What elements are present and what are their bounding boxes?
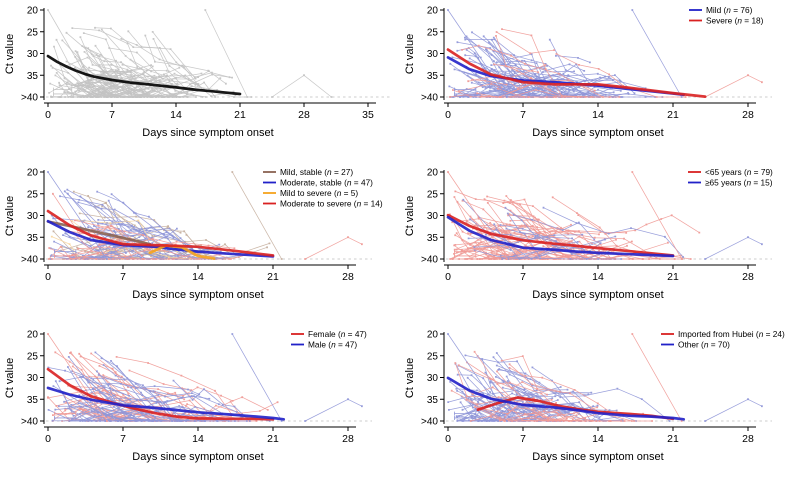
svg-text:14: 14 xyxy=(592,433,604,445)
svg-text:21: 21 xyxy=(267,433,279,445)
svg-text:0: 0 xyxy=(445,109,451,121)
svg-text:20: 20 xyxy=(27,6,39,17)
svg-text:Days since symptom onset: Days since symptom onset xyxy=(532,127,663,139)
svg-text:7: 7 xyxy=(109,109,115,121)
svg-text:25: 25 xyxy=(27,189,39,200)
svg-text:14: 14 xyxy=(592,109,604,121)
svg-text:>40: >40 xyxy=(21,255,38,266)
svg-text:14: 14 xyxy=(170,109,182,121)
panel-severity: 20 25 30 35 >40 0 7 14 21 28 Days since symptom on… xyxy=(400,0,800,162)
svg-text:Male (n = 47): Male (n = 47) xyxy=(308,340,357,350)
svg-text:30: 30 xyxy=(427,211,439,222)
svg-text:20: 20 xyxy=(27,168,39,179)
svg-text:Mild to severe (n = 5): Mild to severe (n = 5) xyxy=(280,188,358,198)
svg-text:30: 30 xyxy=(427,49,439,60)
svg-text:28: 28 xyxy=(298,109,310,121)
svg-text:25: 25 xyxy=(427,189,439,200)
svg-text:Ct value: Ct value xyxy=(404,196,416,236)
svg-text:20: 20 xyxy=(27,330,39,341)
svg-text:Ct value: Ct value xyxy=(4,358,16,398)
svg-text:35: 35 xyxy=(427,395,439,406)
svg-text:28: 28 xyxy=(342,433,354,445)
svg-text:14: 14 xyxy=(192,271,204,283)
svg-text:Days since symptom onset: Days since symptom onset xyxy=(532,289,663,301)
svg-text:Days since symptom onset: Days since symptom onset xyxy=(132,451,263,463)
svg-text:Moderate to severe (n = 14): Moderate to severe (n = 14) xyxy=(280,199,383,209)
svg-text:21: 21 xyxy=(267,271,279,283)
svg-text:0: 0 xyxy=(45,109,51,121)
svg-text:Ct value: Ct value xyxy=(404,34,416,74)
svg-text:25: 25 xyxy=(27,27,39,38)
svg-text:28: 28 xyxy=(742,109,754,121)
svg-text:25: 25 xyxy=(27,351,39,362)
panel-age: 20 25 30 35 >40 0 7 14 21 28 Days since symptom on… xyxy=(400,162,800,324)
svg-text:>40: >40 xyxy=(21,417,38,428)
svg-text:25: 25 xyxy=(427,27,439,38)
svg-text:>40: >40 xyxy=(421,417,438,428)
svg-text:20: 20 xyxy=(427,6,439,17)
svg-text:35: 35 xyxy=(27,395,39,406)
svg-text:Days since symptom onset: Days since symptom onset xyxy=(142,127,273,139)
svg-text:<65 years (n = 79): <65 years (n = 79) xyxy=(705,167,773,177)
svg-text:0: 0 xyxy=(45,271,51,283)
svg-text:0: 0 xyxy=(45,433,51,445)
severity-chart: 20 25 30 35 >40 0 7 14 21 28 Days since symptom on… xyxy=(404,5,772,139)
svg-text:35: 35 xyxy=(27,71,39,82)
svg-text:30: 30 xyxy=(427,373,439,384)
svg-text:7: 7 xyxy=(120,433,126,445)
svg-text:25: 25 xyxy=(427,351,439,362)
clinical-course-chart: 20 25 30 35 >40 0 7 14 21 28 Days since symptom on… xyxy=(4,167,383,301)
svg-text:20: 20 xyxy=(427,168,439,179)
svg-text:Ct value: Ct value xyxy=(4,34,16,74)
svg-text:Days since symptom onset: Days since symptom onset xyxy=(132,289,263,301)
svg-text:28: 28 xyxy=(742,433,754,445)
svg-text:30: 30 xyxy=(27,49,39,60)
svg-text:Imported from Hubei (n = 24): Imported from Hubei (n = 24) xyxy=(678,329,785,339)
svg-text:Moderate, stable (n = 47): Moderate, stable (n = 47) xyxy=(280,178,373,188)
svg-text:≥65 years (n = 15): ≥65 years (n = 15) xyxy=(705,178,773,188)
svg-text:>40: >40 xyxy=(421,255,438,266)
panel-clinical-course: 20 25 30 35 >40 0 7 14 21 28 Days since symptom on… xyxy=(0,162,400,324)
panel-sex: 20 25 30 35 >40 0 7 14 21 28 Days since symptom on… xyxy=(0,324,400,487)
svg-text:7: 7 xyxy=(520,433,526,445)
svg-text:Female (n = 47): Female (n = 47) xyxy=(308,329,367,339)
svg-text:Days since symptom onset: Days since symptom onset xyxy=(532,451,663,463)
svg-text:30: 30 xyxy=(27,211,39,222)
svg-text:14: 14 xyxy=(192,433,204,445)
svg-text:35: 35 xyxy=(27,233,39,244)
panel-origin: 20 25 30 35 >40 0 7 14 21 28 Days since symptom on… xyxy=(400,324,800,487)
svg-text:20: 20 xyxy=(427,330,439,341)
svg-text:Ct value: Ct value xyxy=(4,196,16,236)
svg-text:7: 7 xyxy=(120,271,126,283)
panel-all-patients: 20 25 30 35 >40 0 7 14 21 28 35 Days since symptom … xyxy=(0,0,400,162)
svg-text:>40: >40 xyxy=(421,93,438,104)
svg-text:Ct value: Ct value xyxy=(404,358,416,398)
svg-text:28: 28 xyxy=(742,271,754,283)
age-chart: 20 25 30 35 >40 0 7 14 21 28 Days since symptom on… xyxy=(404,167,773,301)
svg-text:7: 7 xyxy=(520,109,526,121)
svg-text:35: 35 xyxy=(362,109,374,121)
svg-text:14: 14 xyxy=(592,271,604,283)
svg-text:21: 21 xyxy=(667,109,679,121)
all-patients-chart: 20 25 30 35 >40 0 7 14 21 28 35 Days since symptom … xyxy=(4,6,392,139)
svg-text:Mild, stable (n = 27): Mild, stable (n = 27) xyxy=(280,167,353,177)
svg-text:21: 21 xyxy=(234,109,246,121)
svg-text:7: 7 xyxy=(520,271,526,283)
svg-text:28: 28 xyxy=(342,271,354,283)
origin-chart: 20 25 30 35 >40 0 7 14 21 28 Days since symptom on… xyxy=(404,329,785,463)
svg-text:30: 30 xyxy=(27,373,39,384)
svg-text:35: 35 xyxy=(427,233,439,244)
svg-text:Other (n = 70): Other (n = 70) xyxy=(678,340,730,350)
svg-text:Mild (n = 76): Mild (n = 76) xyxy=(706,5,753,15)
svg-text:0: 0 xyxy=(445,433,451,445)
svg-text:>40: >40 xyxy=(21,93,38,104)
sex-chart: 20 25 30 35 >40 0 7 14 21 28 Days since symptom on… xyxy=(4,329,372,463)
svg-text:21: 21 xyxy=(667,271,679,283)
svg-text:21: 21 xyxy=(667,433,679,445)
svg-text:0: 0 xyxy=(445,271,451,283)
svg-text:35: 35 xyxy=(427,71,439,82)
svg-text:Severe (n = 18): Severe (n = 18) xyxy=(706,16,764,26)
